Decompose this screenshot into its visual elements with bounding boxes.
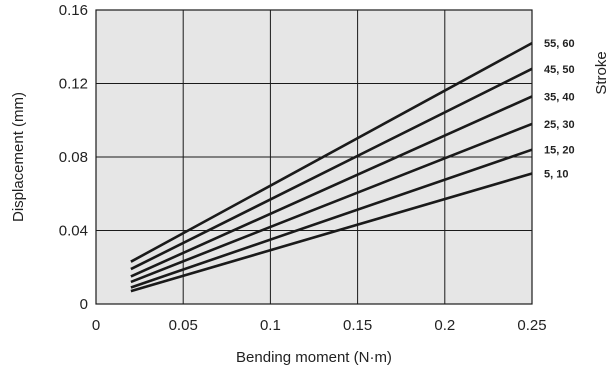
plot-frame bbox=[95, 9, 533, 305]
series-label: 55, 60 bbox=[544, 38, 575, 50]
x-tick-label: 0.05 bbox=[169, 317, 198, 334]
stroke-legend-title: Stroke bbox=[593, 51, 610, 94]
series-line bbox=[130, 148, 533, 289]
series-label: 45, 50 bbox=[544, 64, 575, 76]
y-tick-label: 0.12 bbox=[59, 76, 88, 93]
series-label: 35, 40 bbox=[544, 91, 575, 103]
series-lines bbox=[130, 41, 533, 293]
series-label: 5, 10 bbox=[544, 169, 568, 181]
y-tick-label: 0 bbox=[80, 296, 88, 313]
x-tick-label: 0 bbox=[92, 317, 100, 334]
x-tick-labels: 0 0.05 0.1 0.15 0.2 0.25 bbox=[92, 317, 547, 334]
series-line bbox=[130, 67, 533, 271]
x-tick-label: 0.15 bbox=[343, 317, 372, 334]
y-tick-label: 0.08 bbox=[59, 149, 88, 166]
x-axis-title: Bending moment (N·m) bbox=[236, 349, 392, 366]
y-axis-title: Displacement (mm) bbox=[10, 92, 27, 222]
series-line bbox=[130, 172, 533, 293]
y-tick-labels: 0 0.04 0.08 0.12 0.16 bbox=[59, 2, 88, 313]
series-line bbox=[130, 95, 533, 278]
x-tick-label: 0.2 bbox=[434, 317, 455, 334]
series-labels: 5, 10 15, 20 25, 30 35, 40 45, 50 55, 60 bbox=[544, 38, 575, 180]
y-tick-label: 0.04 bbox=[59, 223, 88, 240]
series-label: 15, 20 bbox=[544, 145, 575, 157]
series-line bbox=[130, 41, 533, 263]
x-tick-label: 0.1 bbox=[260, 317, 281, 334]
series-line bbox=[130, 122, 533, 284]
y-tick-label: 0.16 bbox=[59, 2, 88, 19]
x-tick-label: 0.25 bbox=[517, 317, 546, 334]
series-label: 25, 30 bbox=[544, 119, 575, 131]
